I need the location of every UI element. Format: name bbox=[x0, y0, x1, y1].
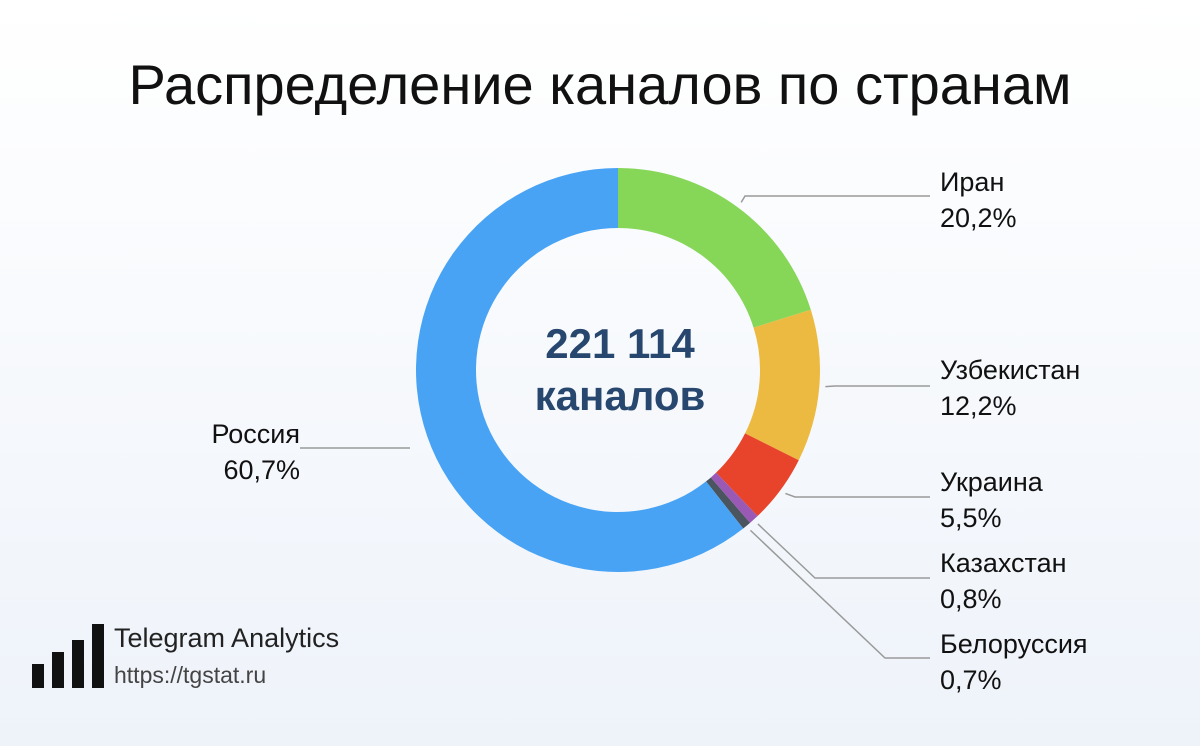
label-iran: Иран 20,2% bbox=[940, 164, 1017, 236]
brand-url: https://tgstat.ru bbox=[114, 662, 267, 688]
label-uzbekistan: Узбекистан 12,2% bbox=[940, 352, 1080, 424]
slice-name: Иран bbox=[940, 167, 1005, 197]
slice-percent: 5,5% bbox=[940, 503, 1002, 533]
brand-name: Telegram Analytics bbox=[114, 623, 340, 653]
slice-name: Украина bbox=[940, 467, 1043, 497]
slice-percent: 0,7% bbox=[940, 665, 1002, 695]
slice-belarus bbox=[706, 477, 751, 529]
slice-iran bbox=[618, 168, 811, 328]
center-unit: каналов bbox=[534, 372, 706, 419]
slice-name: Казахстан bbox=[940, 548, 1067, 578]
leader-kazakhstan bbox=[757, 523, 930, 579]
slice-name: Россия bbox=[211, 419, 300, 449]
label-russia: Россия 60,7% bbox=[150, 416, 300, 488]
leader-uzbekistan bbox=[825, 385, 930, 388]
slice-name: Узбекистан bbox=[940, 355, 1081, 385]
slice-percent: 60,7% bbox=[223, 455, 300, 485]
slice-russia bbox=[416, 168, 744, 572]
label-belarus: Белоруссия 0,7% bbox=[940, 626, 1088, 698]
slice-ukraine bbox=[716, 433, 799, 517]
label-ukraine: Украина 5,5% bbox=[940, 464, 1043, 536]
slice-name: Белоруссия bbox=[940, 629, 1088, 659]
leader-belarus bbox=[749, 529, 930, 659]
slice-percent: 0,8% bbox=[940, 584, 1002, 614]
leader-ukraine bbox=[785, 492, 930, 498]
center-total: 221 114 каналов bbox=[470, 318, 770, 422]
label-kazakhstan: Казахстан 0,8% bbox=[940, 545, 1067, 617]
chart-title: Распределение каналов по странам bbox=[128, 53, 1072, 116]
slice-kazakhstan bbox=[710, 472, 758, 523]
slice-percent: 12,2% bbox=[940, 391, 1017, 421]
slice-uzbekistan bbox=[745, 309, 820, 461]
center-value: 221 114 bbox=[545, 320, 695, 367]
slice-percent: 20,2% bbox=[940, 203, 1017, 233]
leader-iran bbox=[740, 195, 930, 203]
